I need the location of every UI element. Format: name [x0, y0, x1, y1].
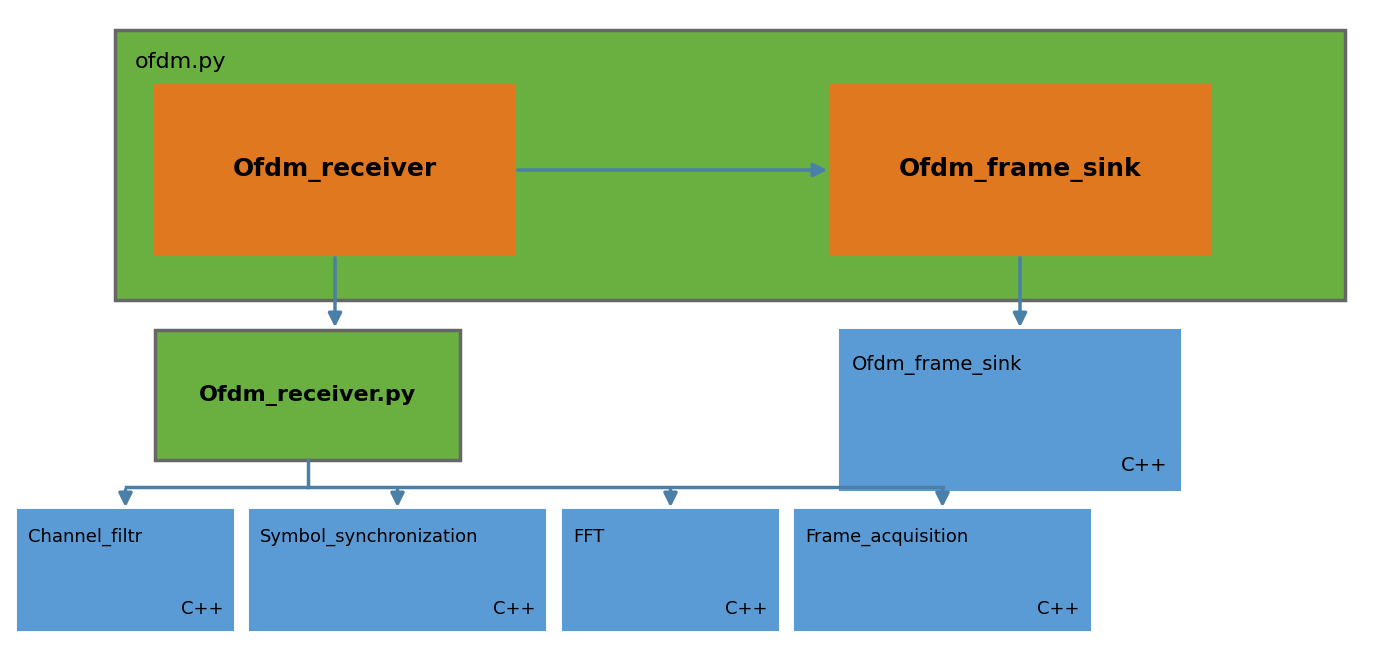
Text: C++: C++ — [1122, 456, 1168, 475]
Text: Symbol_synchronization: Symbol_synchronization — [260, 528, 478, 546]
Text: Channel_filtr: Channel_filtr — [28, 528, 143, 546]
Bar — [830, 85, 1210, 255]
Text: C++: C++ — [1037, 600, 1080, 618]
Bar — [562, 510, 778, 630]
Text: Ofdm_receiver.py: Ofdm_receiver.py — [199, 385, 416, 406]
Text: Frame_acquisition: Frame_acquisition — [805, 528, 968, 546]
Bar — [18, 510, 233, 630]
Text: C++: C++ — [726, 600, 769, 618]
Bar — [251, 510, 546, 630]
Bar — [155, 330, 460, 460]
Text: FFT: FFT — [573, 528, 604, 546]
Text: C++: C++ — [180, 600, 223, 618]
Text: Ofdm_receiver: Ofdm_receiver — [233, 157, 438, 183]
Bar — [795, 510, 1090, 630]
Bar — [839, 330, 1180, 490]
Bar — [155, 85, 515, 255]
Text: C++: C++ — [493, 600, 535, 618]
Bar — [115, 30, 1345, 300]
Text: ofdm.py: ofdm.py — [134, 52, 227, 72]
Text: Ofdm_frame_sink: Ofdm_frame_sink — [852, 355, 1022, 375]
Text: Ofdm_frame_sink: Ofdm_frame_sink — [899, 157, 1141, 183]
